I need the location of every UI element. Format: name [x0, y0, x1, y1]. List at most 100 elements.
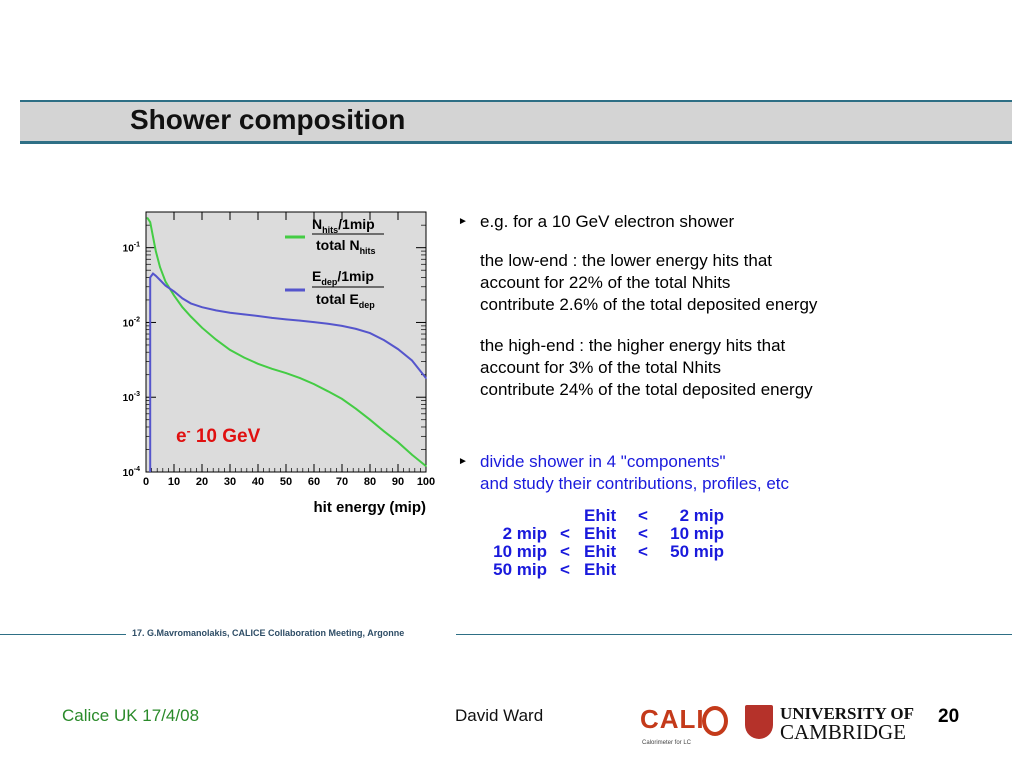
- shower-composition-chart: 0 10 20 30 40 50 60 70 80 90 100 10-1 10-2 10-3 10-4 e…: [123, 211, 436, 516]
- bullet-1-text: e.g. for a 10 GeV electron shower: [480, 212, 735, 231]
- series-0-point: [425, 465, 427, 467]
- cambridge-logo-line2: CAMBRIDGE: [780, 720, 907, 744]
- series-1-point: [411, 359, 413, 362]
- chart-series: [146, 217, 427, 472]
- x-tick-label: 0: [143, 476, 149, 488]
- series-1-point: [152, 272, 154, 275]
- component-lo: 50 mip: [493, 560, 547, 579]
- cambridge-logo-line1: UNIVERSITY OF: [780, 704, 914, 723]
- bullet-2-cont-line: and study their contributions, profiles,…: [480, 474, 789, 493]
- component-hi: 50 mip: [670, 542, 724, 561]
- footer-rule-left: [0, 634, 126, 635]
- component-lt2: <: [638, 506, 648, 525]
- footer-event-date: Calice UK 17/4/08: [62, 706, 200, 725]
- component-lt2: <: [638, 524, 648, 543]
- series-0-point: [159, 266, 161, 268]
- legend-edep-denominator: total Edep: [316, 291, 375, 310]
- x-tick-label: 70: [336, 476, 348, 488]
- components-table: Ehit < 2 mip 2 mip < Ehit < 10 mip 10 mi…: [480, 507, 740, 579]
- high-end-block: the high-end : the higher energy hits th…: [480, 335, 813, 401]
- calice-logo: CALI Calorimeter for LC: [640, 704, 732, 750]
- low-end-line-2: account for 22% of the total Nhits: [480, 273, 731, 292]
- calice-logo-text: CALI: [640, 704, 705, 734]
- y-tick-label: 10-3: [123, 391, 140, 404]
- series-1-point: [271, 317, 273, 319]
- series-1-point: [425, 377, 427, 379]
- series-1-point: [383, 339, 385, 341]
- series-1-point: [341, 325, 343, 327]
- x-tick-label: 40: [252, 476, 264, 488]
- component-lt1: <: [560, 524, 570, 543]
- footer-author: David Ward: [455, 706, 544, 725]
- page-number: 20: [938, 706, 960, 727]
- series-1-point: [173, 290, 175, 293]
- series-1-point: [257, 315, 259, 317]
- x-tick-label: 30: [224, 476, 236, 488]
- series-0-point: [313, 383, 315, 385]
- series-0-point: [383, 430, 385, 433]
- high-end-line-1: the high-end : the higher energy hits th…: [480, 336, 786, 355]
- bullet-marker: ►: [458, 216, 468, 227]
- series-0-point: [152, 235, 154, 238]
- footer-rule-right: [456, 634, 1012, 635]
- series-1-point: [190, 302, 192, 305]
- series-0-point: [341, 398, 343, 400]
- series-1-point: [181, 297, 184, 300]
- chart-annotation: e- 10 GeV: [176, 424, 261, 447]
- series-0-point: [215, 338, 217, 341]
- series-0-point: [397, 441, 399, 444]
- cambridge-shield-icon: [745, 705, 773, 739]
- series-1-point: [215, 309, 217, 312]
- series-0-point: [285, 372, 287, 374]
- series-0-point: [271, 367, 273, 370]
- component-row: 2 mip < Ehit < 10 mip: [480, 525, 740, 543]
- series-0-point: [201, 326, 203, 329]
- series-1-point: [164, 284, 167, 287]
- x-tick-label: 60: [308, 476, 320, 488]
- component-lo: 2 mip: [502, 524, 547, 543]
- component-lt1: <: [560, 542, 570, 561]
- component-ehit: Ehit: [584, 506, 617, 525]
- x-tick-label: 100: [417, 476, 435, 488]
- component-ehit: Ehit: [584, 524, 617, 543]
- legend-nhits-denominator: total Nhits: [316, 237, 376, 256]
- series-0-point: [355, 408, 357, 410]
- calice-logo-subtitle: Calorimeter for LC: [642, 740, 692, 746]
- series-0-point: [411, 453, 413, 456]
- bullet-2-continuation: and study their contributions, profiles,…: [480, 473, 789, 495]
- x-tick-label: 20: [196, 476, 208, 488]
- series-1-point: [159, 279, 161, 281]
- slide-title: Shower composition: [130, 104, 406, 135]
- series-1-point: [201, 306, 203, 308]
- series-1-point: [299, 319, 301, 322]
- legend-nhits-numerator: Nhits/1mip: [312, 216, 375, 235]
- series-1-point: [243, 313, 245, 316]
- series-0-point: [257, 362, 259, 365]
- chart-tick-labels: 0 10 20 30 40 50 60 70 80 90 100 10-1 10-2 10-3 10-4: [123, 242, 436, 488]
- component-row: 10 mip < Ehit < 50 mip: [480, 543, 740, 561]
- series-0-point: [327, 390, 329, 393]
- series-1-point: [155, 275, 157, 277]
- title-bar: [20, 100, 1012, 144]
- series-1-point: [327, 322, 329, 325]
- series-1-point: [229, 311, 231, 314]
- series-1-point: [397, 348, 399, 350]
- x-tick-label: 90: [392, 476, 404, 488]
- low-end-block: the low-end : the lower energy hits that…: [480, 250, 817, 316]
- annotation-base: e: [176, 426, 187, 447]
- high-end-line-3: contribute 24% of the total deposited en…: [480, 380, 813, 399]
- x-tick-label: 10: [168, 476, 180, 488]
- series-0-point: [369, 418, 371, 421]
- series-0-point: [181, 306, 184, 308]
- series-1-point: [369, 332, 371, 334]
- series-0-point: [173, 294, 175, 297]
- annotation-sup: -: [187, 424, 191, 438]
- series-line-0: [146, 217, 427, 467]
- component-row: Ehit < 2 mip: [480, 507, 740, 525]
- legend-edep-numerator: Edep/1mip: [312, 268, 374, 287]
- y-tick-label: 10-4: [123, 466, 140, 479]
- y-tick-label: 10-2: [123, 316, 140, 329]
- series-0-point: [149, 221, 151, 223]
- series-0-point: [243, 356, 245, 359]
- component-ehit: Ehit: [584, 542, 617, 561]
